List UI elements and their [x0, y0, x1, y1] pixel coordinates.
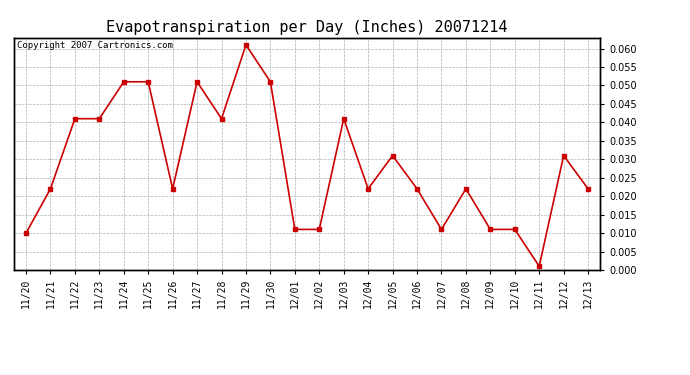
- Text: Copyright 2007 Cartronics.com: Copyright 2007 Cartronics.com: [17, 41, 172, 50]
- Title: Evapotranspiration per Day (Inches) 20071214: Evapotranspiration per Day (Inches) 2007…: [106, 20, 508, 35]
